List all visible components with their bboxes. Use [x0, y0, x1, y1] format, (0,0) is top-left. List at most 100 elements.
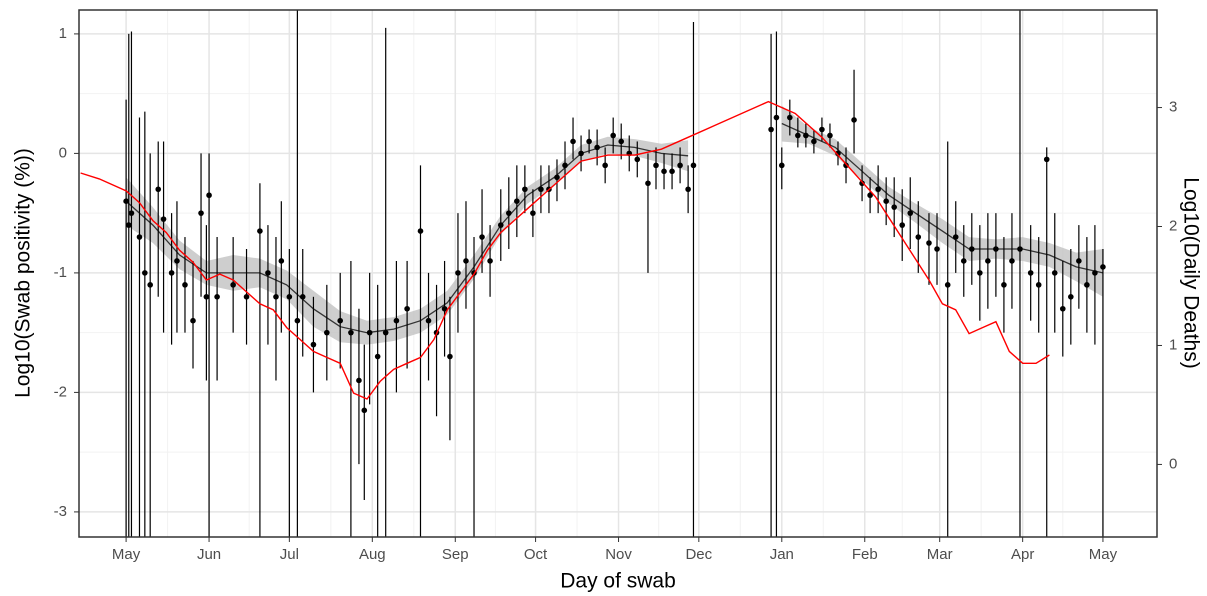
- point: [374, 353, 381, 360]
- point: [867, 192, 873, 199]
- point: [835, 150, 841, 157]
- x-tick-label: Apr: [1011, 546, 1034, 563]
- y-tick-label: -3: [54, 503, 67, 520]
- y-tick-label: 0: [59, 144, 67, 161]
- y-tick-label: 1: [59, 25, 67, 42]
- point: [538, 186, 544, 193]
- point: [190, 317, 196, 324]
- point: [1001, 282, 1007, 288]
- point: [803, 132, 809, 139]
- point: [265, 270, 271, 276]
- point: [827, 132, 833, 139]
- point: [230, 282, 236, 288]
- point: [634, 156, 641, 163]
- confidence-ribbon: [126, 105, 1103, 345]
- y-tick-label: -2: [54, 383, 67, 400]
- point: [952, 234, 959, 240]
- point: [310, 341, 317, 348]
- point: [926, 240, 932, 246]
- point: [907, 210, 914, 216]
- point: [206, 192, 212, 199]
- x-tick-label: Jun: [197, 546, 221, 563]
- point: [1017, 246, 1023, 252]
- point: [324, 329, 330, 336]
- point: [773, 114, 780, 121]
- x-tick-label: Sep: [442, 546, 469, 563]
- point: [899, 222, 906, 228]
- plot-area: [80, 10, 1106, 537]
- point: [570, 138, 576, 145]
- x-tick-label: Oct: [524, 546, 548, 563]
- point: [661, 168, 667, 175]
- point: [883, 198, 889, 205]
- point: [160, 216, 167, 222]
- point: [278, 258, 285, 264]
- point: [960, 258, 967, 264]
- x-tick-label: Mar: [927, 546, 953, 563]
- y2-tick-label: 1: [1169, 336, 1177, 353]
- point: [182, 282, 188, 288]
- point: [273, 294, 279, 300]
- line: [80, 100, 1050, 400]
- point: [985, 258, 991, 264]
- point: [811, 138, 817, 145]
- point: [455, 270, 461, 276]
- y2-tick-label: 0: [1169, 455, 1177, 472]
- x-tick-label: Dec: [685, 546, 712, 563]
- point: [393, 317, 400, 324]
- x-tick-label: May: [1089, 546, 1118, 563]
- point: [851, 117, 857, 123]
- point: [859, 180, 865, 187]
- point: [1068, 294, 1074, 300]
- point: [977, 270, 983, 276]
- point: [819, 126, 825, 133]
- point: [934, 246, 940, 252]
- point: [843, 162, 849, 169]
- y-tick-label: -1: [54, 264, 67, 281]
- point: [645, 180, 651, 187]
- point: [361, 407, 368, 414]
- point: [778, 162, 785, 169]
- x-axis-title: Day of swab: [560, 570, 676, 593]
- x-tick-label: Jul: [280, 546, 299, 563]
- point: [554, 174, 560, 181]
- point: [198, 210, 204, 216]
- x-tick-label: Feb: [852, 546, 878, 563]
- point: [382, 329, 389, 336]
- point: [530, 210, 536, 216]
- point: [618, 138, 625, 145]
- x-tick-label: Aug: [359, 546, 386, 563]
- point: [1043, 156, 1050, 163]
- point: [123, 198, 129, 205]
- point: [944, 282, 951, 288]
- point: [795, 132, 801, 139]
- point: [174, 258, 180, 264]
- point: [417, 228, 424, 234]
- point: [1059, 305, 1066, 312]
- point: [147, 282, 153, 288]
- point: [1092, 270, 1098, 276]
- point: [685, 186, 691, 193]
- point: [669, 168, 675, 175]
- point: [562, 162, 568, 169]
- point: [586, 138, 592, 145]
- point: [993, 246, 999, 252]
- point: [1009, 258, 1015, 264]
- panel-border: [78, 9, 1158, 538]
- point: [1035, 282, 1042, 288]
- point: [404, 305, 410, 312]
- point: [425, 317, 432, 324]
- point: [1076, 258, 1082, 264]
- point: [136, 234, 143, 240]
- point: [441, 305, 448, 312]
- point: [602, 162, 608, 169]
- point: [522, 186, 528, 193]
- point: [514, 198, 520, 205]
- point: [915, 234, 922, 240]
- point: [286, 294, 293, 300]
- point: [203, 294, 210, 300]
- point: [214, 294, 220, 300]
- point: [578, 150, 584, 157]
